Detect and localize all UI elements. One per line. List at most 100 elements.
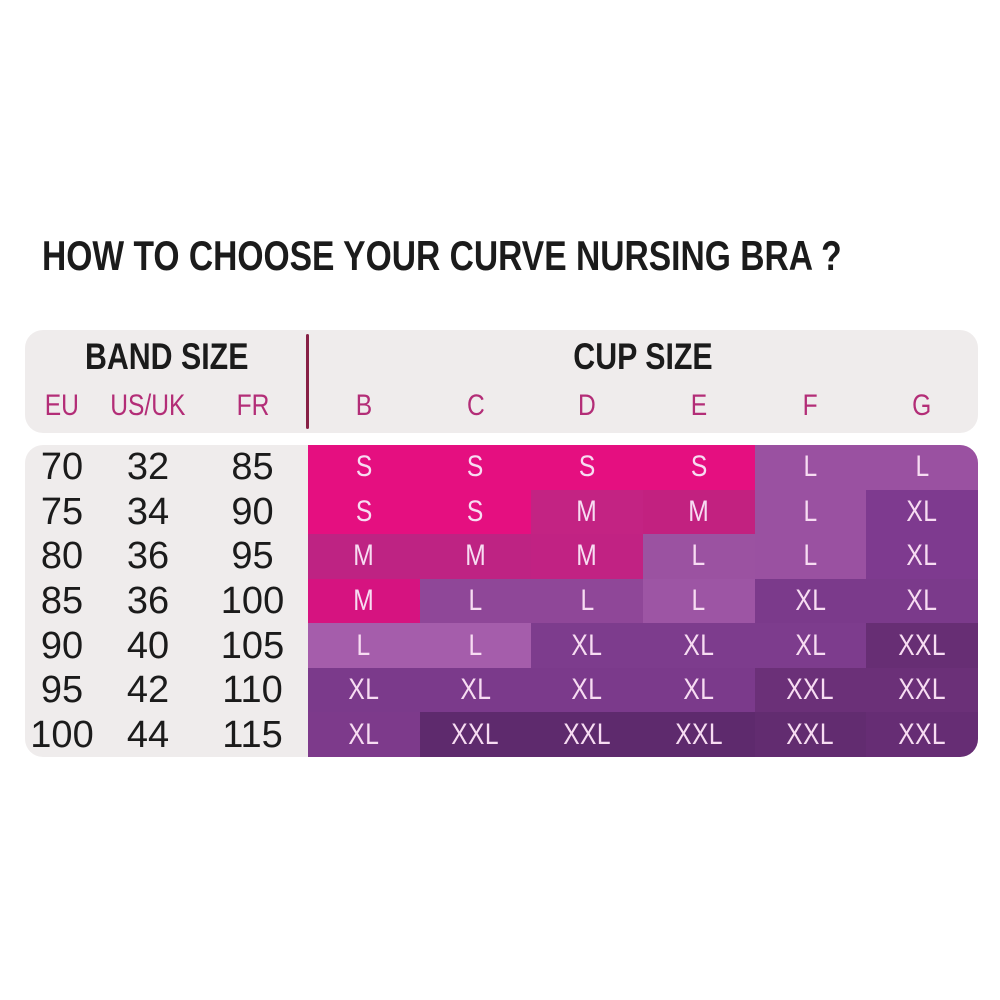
cup-size-value: S	[467, 494, 484, 528]
cup-size-value: XXL	[786, 673, 835, 707]
cup-size-value: XL	[348, 673, 380, 707]
cup-size-value: L	[803, 494, 818, 528]
band-column-label-text: EU	[44, 389, 80, 422]
cup-size-value: S	[578, 450, 596, 484]
cup-size-value: XXL	[898, 717, 947, 751]
cup-size-value: XL	[571, 673, 603, 707]
cup-size-value: M	[465, 539, 486, 573]
cup-size-cell: S	[531, 445, 643, 490]
cup-size-value: M	[688, 494, 710, 528]
cup-size-cell: XL	[308, 712, 420, 757]
cup-size-value: L	[580, 583, 595, 617]
cup-size-cell: L	[308, 623, 420, 668]
band-size-cell: 42	[99, 668, 197, 713]
cup-size-cell: XL	[866, 489, 978, 535]
band-size-value: 44	[126, 713, 170, 756]
cup-size-value: XL	[795, 583, 826, 617]
band-size-cell: 40	[99, 623, 197, 668]
band-size-value: 40	[126, 624, 170, 667]
cup-size-cell: XL	[866, 534, 978, 579]
cup-size-value: XL	[460, 673, 491, 707]
band-size-value: 115	[222, 713, 283, 756]
band-size-value: 100	[220, 579, 285, 622]
header-divider-line	[306, 334, 309, 429]
band-size-value: 34	[126, 490, 170, 533]
cup-size-cell: XL	[754, 623, 867, 668]
band-size-header-section: BAND SIZE EU US/UK FR	[25, 330, 308, 433]
cup-size-value: XL	[906, 494, 938, 528]
band-size-cell: 85	[197, 445, 308, 490]
cup-size-cell: XL	[754, 578, 867, 624]
band-size-heading: BAND SIZE	[25, 338, 308, 376]
band-size-cell: 90	[197, 490, 308, 535]
band-size-cell: 44	[99, 712, 197, 757]
cup-size-value: L	[691, 583, 706, 617]
cup-size-value: S	[467, 450, 484, 484]
cup-size-value: L	[803, 539, 818, 573]
cup-size-cell: M	[642, 489, 755, 535]
cup-column-label-text: F	[802, 389, 819, 422]
band-size-value: 32	[126, 446, 170, 489]
cup-size-value: XL	[906, 539, 938, 573]
band-size-value: 75	[40, 490, 84, 533]
cup-column-label-g: G	[866, 386, 978, 426]
cup-size-cell: XL	[419, 667, 532, 713]
band-size-cell: 105	[197, 623, 308, 668]
cup-column-label-text: C	[466, 389, 485, 422]
band-size-cell: 36	[99, 534, 197, 579]
cup-size-cell: S	[419, 489, 532, 535]
band-size-value: 110	[222, 669, 283, 712]
band-size-cell: 95	[25, 668, 99, 713]
cup-column-label-text: D	[578, 389, 597, 422]
cup-size-value: XL	[683, 628, 715, 662]
cup-size-cell: S	[642, 445, 755, 490]
cup-size-cell: L	[642, 534, 755, 579]
cup-size-value: L	[356, 628, 371, 662]
cup-size-value: M	[353, 539, 375, 573]
band-size-cell: 80	[25, 534, 99, 579]
cup-size-cell: L	[419, 578, 532, 624]
cup-size-value: M	[576, 494, 598, 528]
cup-size-cell: XL	[531, 623, 643, 668]
page-title-text: HOW TO CHOOSE YOUR CURVE NURSING BRA ?	[42, 232, 842, 279]
band-size-heading-text: BAND SIZE	[84, 336, 249, 377]
band-size-value: 70	[40, 446, 84, 489]
cup-size-cell: XL	[642, 623, 755, 668]
cup-column-label-e: E	[643, 386, 755, 426]
cup-size-heading-text: CUP SIZE	[573, 336, 713, 377]
size-table-body-panel: 70 32 85 S S S S L L 75 34 90 S S M M L XL 80 36 95 M M M L L XL 85…	[25, 445, 978, 757]
cup-column-label-text: G	[912, 389, 932, 422]
band-size-value: 36	[126, 535, 170, 578]
cup-size-value: XXL	[786, 717, 835, 751]
cup-size-value: L	[691, 539, 706, 573]
cup-size-cell: L	[531, 578, 643, 624]
band-size-value: 100	[30, 713, 94, 756]
cup-size-value: XXL	[563, 717, 612, 751]
cup-size-value: XL	[348, 717, 380, 751]
cup-size-value: L	[468, 628, 483, 662]
cup-size-cell: S	[308, 489, 420, 535]
band-size-cell: 100	[25, 712, 99, 757]
band-size-value: 42	[126, 669, 170, 712]
cup-size-cell: L	[866, 445, 978, 490]
cup-column-label-text: B	[355, 389, 373, 422]
cup-size-cell: M	[308, 578, 420, 624]
cup-column-label-f: F	[755, 386, 867, 426]
cup-column-labels: B C D E F G	[308, 386, 978, 426]
cup-size-cell: XXL	[531, 712, 643, 757]
cup-column-label-b: B	[308, 386, 420, 426]
band-size-cell: 115	[197, 712, 308, 757]
cup-size-value: XXL	[898, 673, 947, 707]
cup-size-cell: XL	[531, 667, 643, 713]
cup-size-cell: M	[531, 489, 643, 535]
band-column-label-eu: EU	[25, 386, 99, 426]
cup-size-value: M	[576, 539, 598, 573]
band-size-value: 85	[40, 579, 84, 622]
table-header-panel: BAND SIZE EU US/UK FR CUP SIZE B C D E F G	[25, 330, 978, 433]
band-size-cell: 70	[25, 445, 99, 490]
cup-size-cell: L	[754, 534, 867, 579]
cup-size-value: XL	[571, 628, 603, 662]
cup-size-cell: XL	[642, 667, 755, 713]
band-column-label-us-uk: US/UK	[99, 386, 197, 426]
band-size-cell: 75	[25, 490, 99, 535]
